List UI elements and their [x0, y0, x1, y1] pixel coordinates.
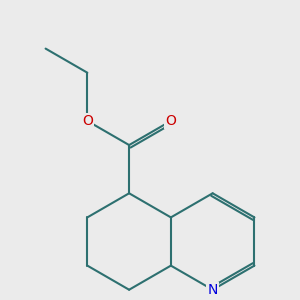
- Text: O: O: [82, 114, 93, 128]
- Text: N: N: [208, 283, 218, 297]
- Text: O: O: [165, 114, 176, 128]
